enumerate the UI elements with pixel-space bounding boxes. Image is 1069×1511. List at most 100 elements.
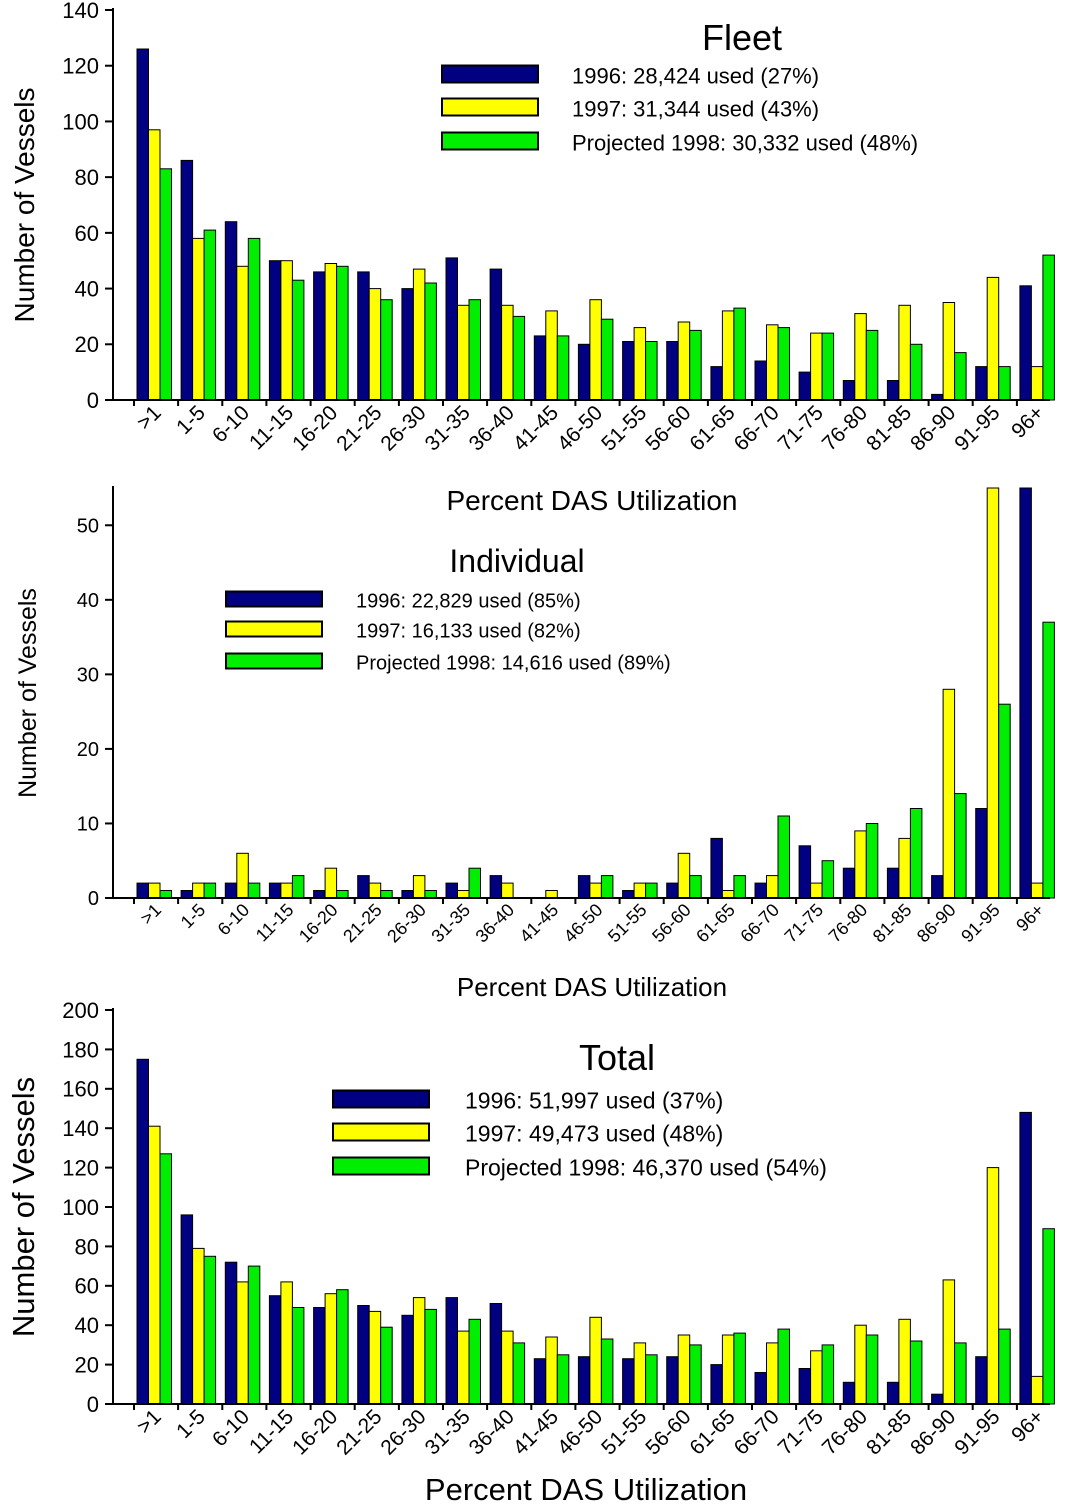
- bar-1997-96+: [1030, 1375, 1044, 1405]
- legend: 1996: 51,997 used (37%) 1997: 49,473 used…: [332, 1088, 827, 1181]
- chart-title: Fleet: [702, 17, 782, 58]
- bar-1997-16-20: [324, 1293, 338, 1405]
- legend-label-1997: 1997: 31,344 used (43%): [572, 96, 819, 121]
- bar-1998-76-80: [865, 329, 879, 401]
- legend-label-1997: 1997: 16,133 used (82%): [356, 621, 581, 643]
- bar-1996-1-5: [180, 890, 194, 899]
- x-tick-label-81-85: 81-85: [869, 900, 916, 947]
- bar-1998-1-5: [203, 882, 217, 899]
- x-tick-label-31-35: 31-35: [421, 401, 475, 455]
- x-tick-label-26-30: 26-30: [376, 401, 430, 455]
- bar-1996-16-20: [313, 890, 326, 899]
- bar-1998-46-50: [600, 318, 614, 401]
- bar-1997-36-40: [501, 882, 514, 899]
- x-tick-label-71-75: 71-75: [774, 401, 828, 455]
- legend-label-1996: 1996: 22,829 used (85%): [356, 591, 581, 613]
- x-tick-label-6-10: 6-10: [214, 900, 254, 940]
- bar-1997-81-85: [898, 304, 911, 401]
- x-tick-label-11-15: 11-15: [245, 401, 298, 454]
- bar-1998-26-30: [424, 1308, 437, 1405]
- bar-1996-96+: [1019, 1111, 1032, 1405]
- bar-1997-56-60: [677, 1334, 691, 1405]
- bar-1998-11-15: [291, 875, 305, 899]
- bar-1996->1: [136, 882, 149, 899]
- x-tick-label-86-90: 86-90: [906, 401, 960, 455]
- bar-1997-51-55: [633, 1342, 647, 1405]
- bar-1996->1: [136, 1058, 149, 1405]
- chart-individual: 0 10 20 30 40 50 >1 1-5 6-1011-1516-2021-2526-30…: [14, 486, 1055, 1002]
- bar-1996-16-20: [313, 1307, 326, 1405]
- bar-1996-26-30: [401, 1314, 414, 1405]
- x-tick-label-56-60: 56-60: [641, 1405, 695, 1459]
- bar-1996-71-75: [798, 371, 812, 401]
- y-tick-label-20: 20: [77, 739, 99, 761]
- bar-1998-96+: [1042, 1228, 1055, 1405]
- bar-1997-26-30: [412, 875, 426, 899]
- y-tick-label-0: 0: [87, 388, 99, 413]
- y-tick-label-0: 0: [87, 1392, 99, 1417]
- y-axis-label: Number of Vessels: [6, 1077, 41, 1337]
- bar-1996-81-85: [886, 867, 900, 899]
- bar-1997-21-25: [368, 882, 382, 899]
- bar-1996-26-30: [401, 890, 414, 899]
- bar-1996-91-95: [975, 366, 988, 401]
- bar-1998-61-65: [733, 1332, 746, 1405]
- y-tick-label-160: 160: [62, 1077, 99, 1102]
- y-tick-label-80: 80: [75, 165, 99, 190]
- bar-1997-61-65: [721, 1334, 735, 1405]
- bar-1997-41-45: [545, 890, 558, 899]
- legend-label-1998: Projected 1998: 14,616 used (89%): [356, 653, 671, 675]
- x-tick-label-81-85: 81-85: [862, 1405, 916, 1459]
- x-axis-label: Percent DAS Utilization: [425, 1472, 747, 1507]
- bar-1997-66-70: [766, 875, 779, 899]
- bar-1998->1: [159, 890, 172, 899]
- bar-1997->1: [148, 882, 161, 899]
- bar-1997-86-90: [942, 1279, 956, 1405]
- legend-label-1996: 1996: 51,997 used (37%): [465, 1088, 723, 1114]
- legend-swatch-1997: [225, 620, 323, 638]
- x-tick-label-61-65: 61-65: [685, 1405, 739, 1459]
- bar-1996-56-60: [666, 1356, 679, 1405]
- bar-1997-21-25: [368, 1310, 382, 1405]
- x-tick-label-81-85: 81-85: [862, 401, 916, 455]
- bar-1998-96+: [1042, 621, 1055, 899]
- bar-1997-61-65: [721, 310, 735, 401]
- bar-1998-16-20: [336, 1289, 349, 1405]
- bar-1997-76-80: [854, 313, 867, 401]
- x-tick-label-1-5: 1-5: [172, 401, 210, 439]
- bar-1998-76-80: [865, 823, 879, 899]
- y-tick-label-120: 120: [62, 1156, 99, 1181]
- legend-label-1998: Projected 1998: 46,370 used (54%): [465, 1155, 827, 1181]
- y-tick-label-60: 60: [75, 1274, 99, 1299]
- bar-1998-91-95: [998, 366, 1011, 401]
- bar-1996-86-90: [931, 1393, 944, 1405]
- bar-1998->1: [159, 1153, 172, 1405]
- bar-1998-26-30: [424, 890, 437, 899]
- bar-1996-51-55: [622, 890, 635, 899]
- x-tick-label-41-45: 41-45: [509, 1405, 563, 1459]
- bar-1997-31-35: [457, 890, 470, 899]
- x-tick-label-76-80: 76-80: [818, 401, 872, 455]
- x-tick-label-71-75: 71-75: [781, 900, 828, 947]
- bar-1996-61-65: [710, 366, 723, 401]
- y-axis-label: Number of Vessels: [14, 588, 42, 798]
- x-tick-label-31-35: 31-35: [421, 1405, 475, 1459]
- bar-1996-81-85: [886, 1381, 900, 1405]
- y-tick-label-40: 40: [75, 1313, 99, 1338]
- bar-1998-66-70: [777, 1328, 790, 1405]
- legend-label-1996: 1996: 28,424 used (27%): [572, 63, 819, 88]
- y-tick-label-0: 0: [88, 888, 99, 910]
- bar-1997-46-50: [589, 299, 602, 401]
- bar-1997-71-75: [810, 1350, 823, 1405]
- bar-1998-86-90: [954, 793, 967, 899]
- bar-1996-41-45: [533, 335, 547, 401]
- legend-swatch-1998: [441, 131, 539, 151]
- bar-1998-6-10: [247, 1265, 261, 1405]
- bar-1998-56-60: [689, 875, 702, 899]
- bar-1998-86-90: [954, 1342, 967, 1405]
- legend-label-1998: Projected 1998: 30,332 used (48%): [572, 130, 918, 155]
- bar-1998-6-10: [247, 237, 261, 401]
- x-tick-label-11-15: 11-15: [245, 1405, 298, 1458]
- bar-1997-56-60: [677, 321, 691, 401]
- bar-1997-91-95: [986, 487, 1000, 899]
